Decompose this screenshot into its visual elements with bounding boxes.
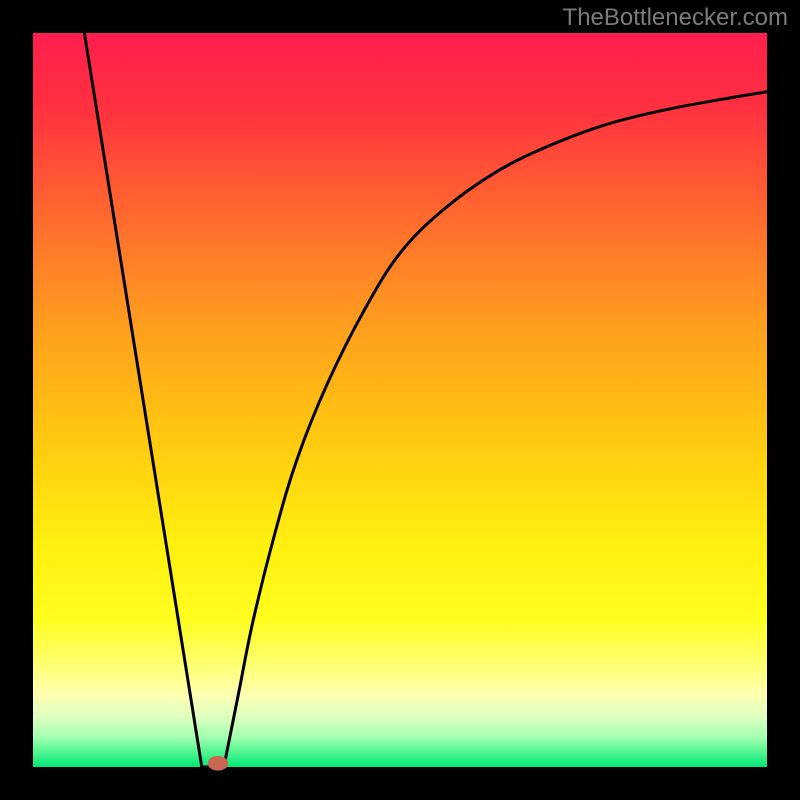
bottleneck-chart	[0, 0, 800, 800]
chart-container: TheBottlenecker.com	[0, 0, 800, 800]
minimum-marker	[208, 756, 229, 771]
watermark-text: TheBottlenecker.com	[563, 4, 788, 32]
